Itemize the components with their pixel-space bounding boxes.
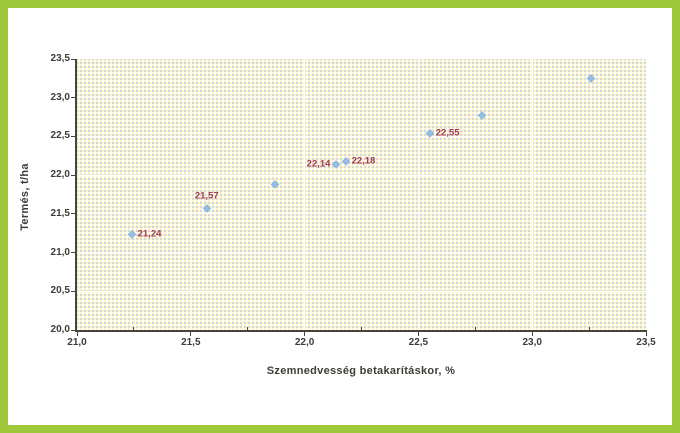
- plot-area: [77, 59, 646, 330]
- h-gridline: [77, 135, 646, 137]
- v-gridline: [531, 59, 533, 330]
- point-label: 21,57: [194, 190, 219, 202]
- x-tick-label: 23,5: [636, 337, 656, 348]
- x-minor-tick: [361, 327, 362, 330]
- x-tick-label: 21,0: [67, 337, 87, 348]
- h-gridline: [77, 213, 646, 215]
- y-tick: [71, 252, 75, 254]
- y-axis-line: [75, 59, 77, 332]
- y-axis-title: Termés, t/ha: [19, 163, 31, 231]
- y-tick-label: 23,5: [50, 53, 70, 64]
- point-label: 21,24: [137, 228, 162, 240]
- x-tick: [76, 332, 78, 336]
- x-tick: [417, 332, 419, 336]
- x-tick-label: 21,5: [181, 337, 201, 348]
- y-tick-label: 20,5: [50, 285, 70, 297]
- v-gridline: [190, 59, 192, 330]
- x-tick: [190, 332, 192, 336]
- x-tick-label: 22,0: [294, 337, 315, 348]
- y-tick: [71, 58, 75, 60]
- x-tick: [645, 332, 647, 336]
- x-minor-tick: [133, 327, 135, 330]
- point-label: 22,18: [351, 155, 376, 167]
- h-gridline: [77, 97, 646, 99]
- y-tick: [71, 213, 75, 215]
- y-tick-label: 21,5: [50, 207, 70, 219]
- y-tick: [71, 174, 75, 176]
- y-tick-label: 22,0: [50, 169, 70, 181]
- h-gridline: [77, 174, 646, 176]
- y-tick-label: 22,5: [50, 130, 70, 142]
- v-gridline: [304, 59, 306, 330]
- y-tick-label: 20,0: [50, 324, 70, 335]
- x-minor-tick: [474, 327, 476, 330]
- h-gridline: [77, 290, 646, 292]
- y-tick: [71, 329, 75, 331]
- x-tick-label: 22,5: [408, 337, 429, 348]
- x-tick: [304, 332, 306, 336]
- y-tick: [71, 135, 75, 137]
- y-tick-label: 23,0: [50, 91, 70, 103]
- h-gridline: [77, 252, 646, 254]
- y-tick: [71, 290, 75, 292]
- x-tick-label: 23,0: [522, 337, 542, 348]
- x-axis-line: [75, 330, 647, 332]
- x-tick: [531, 332, 533, 336]
- x-minor-tick: [247, 327, 249, 330]
- point-label: 22,14: [306, 158, 331, 170]
- point-label: 22,55: [435, 126, 460, 138]
- y-tick-label: 21,0: [50, 246, 70, 258]
- x-minor-tick: [588, 327, 590, 330]
- v-gridline: [417, 59, 419, 330]
- x-axis-title: Szemnedvesség betakarításkor, %: [266, 365, 456, 377]
- y-tick: [71, 97, 75, 99]
